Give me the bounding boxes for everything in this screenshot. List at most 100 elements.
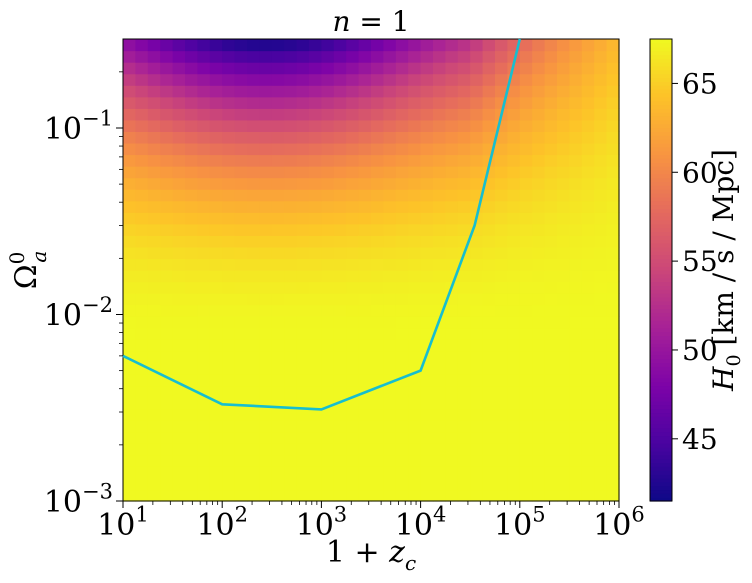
heatmap-cell — [457, 397, 471, 410]
heatmap-cell — [408, 466, 422, 479]
heatmap-cell — [470, 235, 484, 248]
heatmap-cell — [185, 293, 198, 306]
heatmap-cell — [383, 350, 397, 363]
heatmap-cell — [271, 373, 285, 387]
heatmap-cell — [408, 454, 422, 467]
heatmap-cell — [147, 85, 161, 98]
heatmap-cell — [209, 166, 223, 179]
heatmap-cell — [259, 270, 273, 283]
heatmap-cell — [457, 189, 471, 202]
heatmap-cell — [445, 466, 459, 479]
heatmap-cell — [222, 454, 236, 467]
heatmap-cell — [457, 431, 471, 444]
heatmap-cell — [395, 466, 409, 479]
heatmap-cell — [185, 85, 198, 98]
heatmap-cell — [557, 466, 570, 479]
heatmap-cell — [371, 443, 384, 456]
heatmap-cell — [135, 281, 149, 294]
heatmap-cell — [296, 281, 310, 294]
heatmap-cell — [557, 431, 570, 444]
heatmap-cell — [222, 246, 236, 260]
colorbar-swatch — [650, 89, 672, 94]
heatmap-cell — [457, 281, 471, 294]
heatmap-cell — [557, 62, 570, 75]
heatmap-cell — [445, 62, 459, 75]
x-axis-label: 1 + zc — [326, 535, 416, 575]
heatmap-cell — [519, 96, 533, 109]
heatmap-cell — [284, 85, 298, 98]
heatmap-cell — [209, 39, 223, 52]
heatmap-cell — [519, 62, 533, 75]
heatmap-cell — [284, 466, 298, 479]
heatmap-cell — [197, 177, 211, 190]
heatmap-cell — [234, 281, 248, 294]
heatmap-cell — [544, 39, 558, 52]
heatmap-cell — [581, 62, 595, 75]
heatmap-cell — [247, 420, 260, 433]
heatmap-cell — [209, 350, 223, 363]
heatmap-cell — [296, 39, 310, 52]
heatmap-cell — [123, 62, 136, 75]
heatmap-cell — [296, 96, 310, 109]
heatmap-cell — [383, 466, 397, 479]
heatmap-cell — [284, 477, 298, 491]
heatmap-cell — [495, 431, 508, 444]
heatmap-cell — [408, 258, 422, 271]
heatmap-cell — [271, 489, 285, 502]
heatmap-cell — [247, 96, 260, 109]
colorbar-swatch — [650, 104, 672, 109]
heatmap-cell — [557, 154, 570, 167]
heatmap-cell — [470, 281, 484, 294]
heatmap-cell — [383, 85, 397, 98]
heatmap-cell — [247, 258, 260, 271]
heatmap-cell — [296, 258, 310, 271]
heatmap-cell — [495, 339, 508, 352]
heatmap-cell — [383, 154, 397, 167]
heatmap-cell — [135, 223, 149, 236]
heatmap-cell — [532, 431, 546, 444]
heatmap-cell — [495, 373, 508, 387]
heatmap-cell — [482, 85, 496, 98]
heatmap-cell — [594, 108, 608, 121]
heatmap-cell — [346, 454, 360, 467]
heatmap-cell — [532, 235, 546, 248]
heatmap-cell — [197, 142, 211, 156]
heatmap-cell — [284, 246, 298, 260]
heatmap-cell — [408, 200, 422, 213]
heatmap-cell — [395, 350, 409, 363]
colorbar-swatch — [650, 119, 672, 125]
heatmap-cell — [594, 39, 608, 52]
heatmap-cell — [557, 108, 570, 121]
heatmap-cell — [135, 189, 149, 202]
heatmap-cell — [433, 385, 446, 398]
heatmap-cell — [346, 362, 360, 375]
heatmap-cell — [507, 397, 521, 410]
heatmap-cell — [569, 73, 583, 86]
heatmap-cell — [606, 96, 620, 109]
heatmap-cell — [519, 327, 533, 340]
colorbar-swatch — [650, 481, 672, 487]
heatmap-cell — [395, 189, 409, 202]
heatmap-cell — [581, 304, 595, 317]
heatmap-cell — [197, 454, 211, 467]
colorbar-swatch — [650, 69, 672, 75]
heatmap-cell — [247, 177, 260, 190]
heatmap-cell — [470, 270, 484, 283]
heatmap-cell — [123, 270, 136, 283]
heatmap-cell — [309, 350, 322, 363]
heatmap-cell — [482, 235, 496, 248]
heatmap-cell — [470, 397, 484, 410]
heatmap-cell — [358, 431, 372, 444]
heatmap-cell — [420, 246, 434, 260]
heatmap-cell — [371, 39, 384, 52]
heatmap-cell — [333, 270, 347, 283]
heatmap-cell — [123, 477, 136, 491]
heatmap-cell — [482, 246, 496, 260]
heatmap-cell — [557, 258, 570, 271]
colorbar-swatch — [650, 54, 672, 59]
heatmap-cell — [470, 420, 484, 433]
heatmap-cell — [346, 443, 360, 456]
heatmap-cell — [594, 489, 608, 502]
colorbar-swatch — [650, 293, 672, 298]
heatmap-cell — [309, 293, 322, 306]
